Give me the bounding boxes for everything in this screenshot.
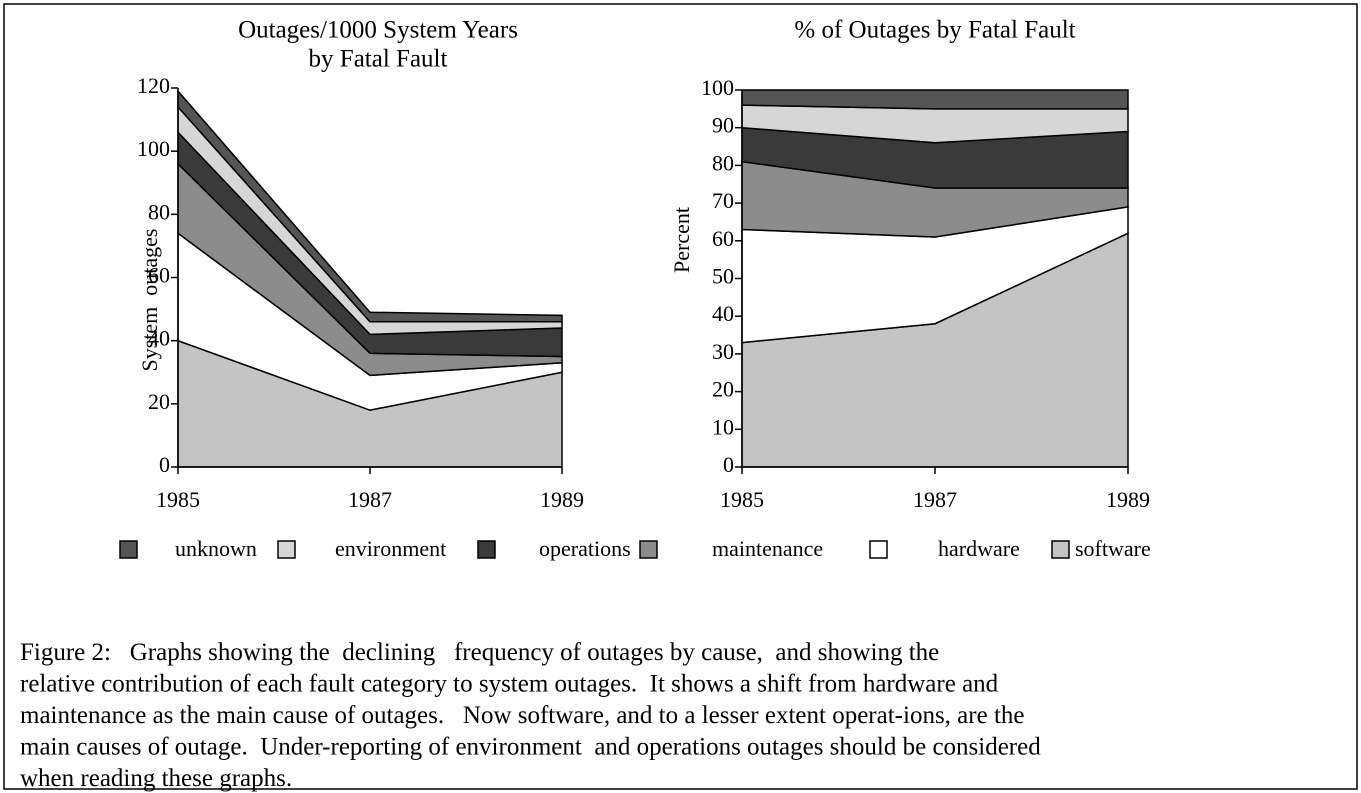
caption-line: maintenance as the main cause of outages… xyxy=(20,702,1024,729)
y-tick-label: 90 xyxy=(712,113,734,138)
y-tick-label: 80 xyxy=(712,150,734,175)
caption-line: Figure 2: Graphs showing the declining f… xyxy=(20,639,939,666)
y-tick-label: 0 xyxy=(723,452,734,477)
y-tick-label: 120 xyxy=(137,73,170,98)
chart-title: by Fatal Fault xyxy=(309,46,448,73)
caption-line: main causes of outage. Under-reporting o… xyxy=(20,734,1041,761)
legend-swatch xyxy=(477,540,496,559)
caption-line: relative contribution of each fault cate… xyxy=(20,671,999,698)
legend-label: environment xyxy=(335,536,446,561)
y-tick-label: 10 xyxy=(712,414,734,439)
frame xyxy=(3,3,1358,790)
legend-label: operations xyxy=(539,536,631,561)
y-tick-label: 100 xyxy=(137,136,170,161)
legend-label: maintenance xyxy=(712,536,823,561)
legend-label: unknown xyxy=(175,536,257,561)
y-tick-label: 20 xyxy=(148,389,170,414)
y-tick-label: 70 xyxy=(712,188,734,213)
caption-line: when reading these graphs. xyxy=(20,765,292,792)
y-tick-label: 60 xyxy=(148,263,170,288)
x-tick-label: 1987 xyxy=(348,487,392,512)
x-tick-label: 1989 xyxy=(540,487,584,512)
chart-title: % of Outages by Fatal Fault xyxy=(794,17,1075,44)
legend-swatch xyxy=(119,540,138,559)
legend-swatch xyxy=(277,540,296,559)
legend-swatch xyxy=(639,540,658,559)
y-tick-label: 30 xyxy=(712,339,734,364)
legend-label: hardware xyxy=(938,536,1020,561)
y-tick-label: 40 xyxy=(148,326,170,351)
y-tick-label: 40 xyxy=(712,301,734,326)
y-tick-label: 0 xyxy=(159,452,170,477)
y-tick-label: 50 xyxy=(712,264,734,289)
y-tick-label: 20 xyxy=(712,377,734,402)
x-tick-label: 1985 xyxy=(720,487,764,512)
x-tick-label: 1985 xyxy=(156,487,200,512)
x-tick-label: 1987 xyxy=(913,487,957,512)
x-tick-label: 1989 xyxy=(1106,487,1150,512)
y-tick-label: 60 xyxy=(712,226,734,251)
y-axis-label: Percent xyxy=(669,207,694,273)
legend-swatch xyxy=(869,540,888,559)
legend-label: software xyxy=(1075,536,1151,561)
y-tick-label: 80 xyxy=(148,199,170,224)
y-axis-label: System outages xyxy=(137,229,162,372)
area xyxy=(741,89,1129,110)
chart-title: Outages/1000 System Years xyxy=(238,17,518,44)
legend-swatch xyxy=(1051,540,1070,559)
y-tick-label: 100 xyxy=(701,75,734,100)
